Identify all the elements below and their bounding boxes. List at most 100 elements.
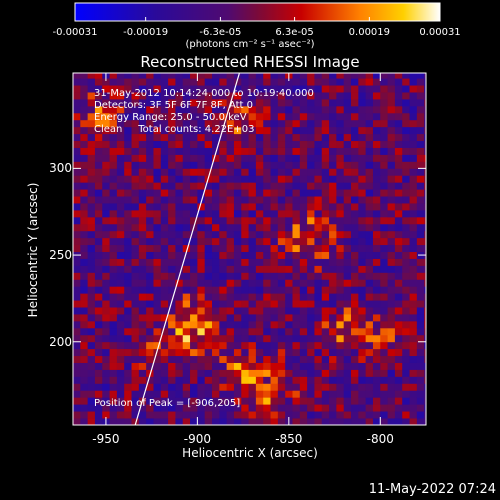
heatmap-cell xyxy=(285,140,293,148)
heatmap-cell xyxy=(116,251,125,259)
heatmap-cell xyxy=(80,411,89,419)
heatmap-cell xyxy=(94,196,103,204)
heatmap-cell xyxy=(402,390,410,398)
heatmap-cell xyxy=(153,279,162,287)
heatmap-cell xyxy=(168,355,176,363)
heatmap-cell xyxy=(197,383,206,391)
heatmap-cell xyxy=(131,230,140,239)
heatmap-cell xyxy=(190,99,198,107)
heatmap-cell xyxy=(190,230,198,239)
heatmap-cell xyxy=(409,279,418,287)
heatmap-cell xyxy=(175,251,184,259)
heatmap-cell xyxy=(197,320,206,329)
heatmap-cell xyxy=(358,230,367,239)
heatmap-cell xyxy=(424,147,426,155)
heatmap-cell xyxy=(94,265,103,273)
heatmap-cell xyxy=(380,99,388,107)
heatmap-cell xyxy=(402,92,410,100)
heatmap-cell xyxy=(94,411,103,419)
heatmap-cell xyxy=(321,78,330,86)
heatmap-cell xyxy=(168,265,176,273)
heatmap-cell xyxy=(402,327,410,336)
heatmap-cell xyxy=(270,355,279,363)
heatmap-cell xyxy=(204,99,213,107)
heatmap-cell xyxy=(365,244,374,253)
heatmap-cell xyxy=(124,411,132,419)
heatmap-cell xyxy=(285,230,293,239)
heatmap-cell xyxy=(402,286,410,294)
heatmap-cell xyxy=(380,119,388,128)
heatmap-cell xyxy=(336,230,345,239)
heatmap-cell xyxy=(285,376,293,384)
heatmap-cell xyxy=(168,314,176,322)
heatmap-cell xyxy=(116,355,125,363)
heatmap-cell xyxy=(299,92,308,100)
heatmap-cell xyxy=(175,258,184,266)
heatmap-cell xyxy=(299,362,308,370)
heatmap-cell xyxy=(124,189,132,197)
heatmap-cell xyxy=(351,209,359,218)
y-tick-label: 200 xyxy=(49,334,72,349)
heatmap-cell xyxy=(336,300,345,308)
heatmap-cell xyxy=(233,161,242,169)
heatmap-cell xyxy=(387,272,396,280)
heatmap-cell xyxy=(73,85,81,93)
heatmap-cell xyxy=(153,85,162,93)
heatmap-cell xyxy=(299,258,308,266)
heatmap-cell xyxy=(160,265,169,273)
heatmap-cell xyxy=(358,376,367,384)
heatmap-cell xyxy=(372,404,381,412)
heatmap-cell xyxy=(329,404,337,412)
heatmap-cell xyxy=(307,216,315,225)
heatmap-cell xyxy=(109,119,118,128)
heatmap-cell xyxy=(351,272,359,280)
heatmap-cell xyxy=(270,161,279,169)
heatmap-cell xyxy=(409,341,418,350)
heatmap-cell xyxy=(212,223,220,232)
heatmap-cell xyxy=(409,154,418,162)
heatmap-cell xyxy=(358,251,367,259)
heatmap-cell xyxy=(329,196,337,204)
heatmap-cell xyxy=(292,196,301,204)
heatmap-cell xyxy=(307,348,315,357)
heatmap-cell xyxy=(285,300,293,308)
heatmap-cell xyxy=(358,397,367,405)
heatmap-cell xyxy=(87,161,96,169)
heatmap-cell xyxy=(87,209,96,218)
heatmap-cell xyxy=(358,105,367,114)
heatmap-cell xyxy=(233,390,242,398)
heatmap-cell xyxy=(168,147,176,155)
heatmap-cell xyxy=(131,133,140,142)
heatmap-cell xyxy=(219,272,228,280)
heatmap-cell xyxy=(270,203,279,211)
heatmap-cell xyxy=(116,85,125,93)
heatmap-cell xyxy=(116,307,125,315)
heatmap-cell xyxy=(351,307,359,315)
heatmap-cell xyxy=(138,189,147,197)
heatmap-cell xyxy=(109,369,118,377)
heatmap-cell xyxy=(365,92,374,100)
heatmap-cell xyxy=(380,126,388,135)
heatmap-cell xyxy=(73,223,81,232)
heatmap-cell xyxy=(138,147,147,155)
heatmap-cell xyxy=(365,154,374,162)
heatmap-cell xyxy=(80,140,89,148)
heatmap-cell xyxy=(329,293,337,301)
heatmap-cell xyxy=(416,140,425,148)
heatmap-cell xyxy=(87,383,96,391)
heatmap-cell xyxy=(226,369,235,377)
heatmap-cell xyxy=(197,175,206,183)
heatmap-cell xyxy=(351,320,359,329)
heatmap-cell xyxy=(102,78,110,86)
heatmap-cell xyxy=(73,133,81,142)
heatmap-cell xyxy=(124,237,132,246)
heatmap-cell xyxy=(153,376,162,384)
heatmap-cell xyxy=(321,320,330,329)
heatmap-cell xyxy=(131,126,140,135)
heatmap-cell xyxy=(94,161,103,169)
heatmap-cell xyxy=(321,223,330,232)
heatmap-cell xyxy=(372,418,381,425)
heatmap-cell xyxy=(394,411,403,419)
heatmap-cell xyxy=(351,133,359,142)
heatmap-cell xyxy=(124,362,132,370)
